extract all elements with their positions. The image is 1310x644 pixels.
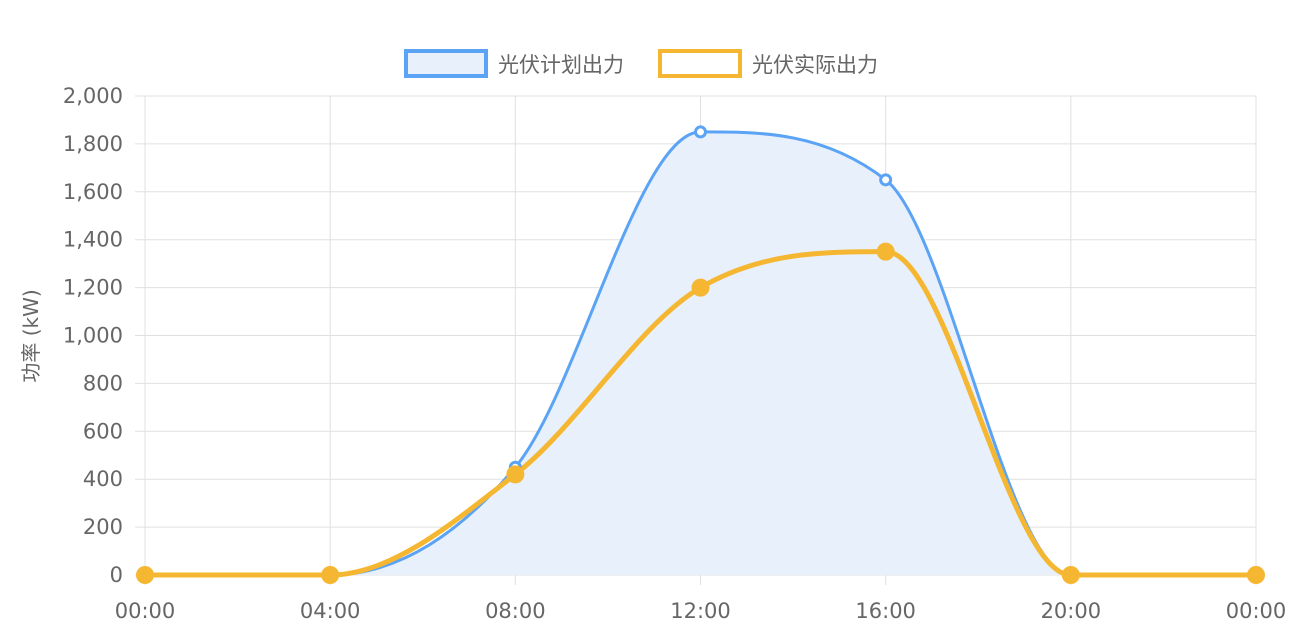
y-tick-label: 1,200 [63,276,123,300]
legend-item-2-label: 光伏实际出力 [752,53,878,77]
y-axis-ticks: 0 200 400 600 800 1,000 1,200 1,400 1,600 1,800 2,… [63,84,123,587]
x-tick-label: 16:00 [855,599,916,623]
y-tick-label: 600 [83,419,123,443]
y-tick-label: 400 [83,467,123,491]
series-1-point[interactable] [694,125,707,139]
legend-item-2-swatch [658,49,742,78]
y-tick-label: 2,000 [63,84,123,108]
legend-item-2[interactable]: 光伏实际出力 [658,49,878,78]
x-tick-label: 00:00 [115,599,176,623]
series-2-point[interactable] [136,566,154,584]
legend[interactable]: 光伏计划出力 光伏实际出力 [404,49,878,78]
x-tick-label: 08:00 [485,599,546,623]
series-2-point[interactable] [691,278,710,297]
series-1-area [145,131,1256,576]
legend-item-1-swatch [404,49,488,78]
legend-item-1[interactable]: 光伏计划出力 [404,49,624,78]
x-tick-label: 12:00 [670,599,731,623]
y-tick-label: 800 [83,371,123,395]
y-tick-label: 1,600 [63,180,123,204]
series-2-point[interactable] [1061,566,1080,584]
y-tick-label: 0 [110,563,123,587]
series-area [136,125,1265,584]
legend-item-1-label: 光伏计划出力 [498,53,624,77]
x-tick-label: 04:00 [300,599,361,623]
y-tick-label: 1,000 [63,324,123,348]
series-2-point[interactable] [876,242,895,261]
y-tick-label: 1,400 [63,228,123,252]
y-axis-title: 功率 (kW) [19,289,43,382]
y-tick-label: 1,800 [63,132,123,156]
x-tick-label: 20:00 [1041,599,1102,623]
series-1-point[interactable] [879,173,893,187]
series-2-point[interactable] [506,465,525,484]
series-2-point[interactable] [321,566,340,584]
x-tick-label: 00:00 [1226,599,1287,623]
series-2-point[interactable] [1247,566,1265,584]
y-tick-label: 200 [83,515,123,539]
x-axis-ticks: 00:00 04:00 08:00 12:00 16:00 20:00 00:00 [115,599,1287,623]
